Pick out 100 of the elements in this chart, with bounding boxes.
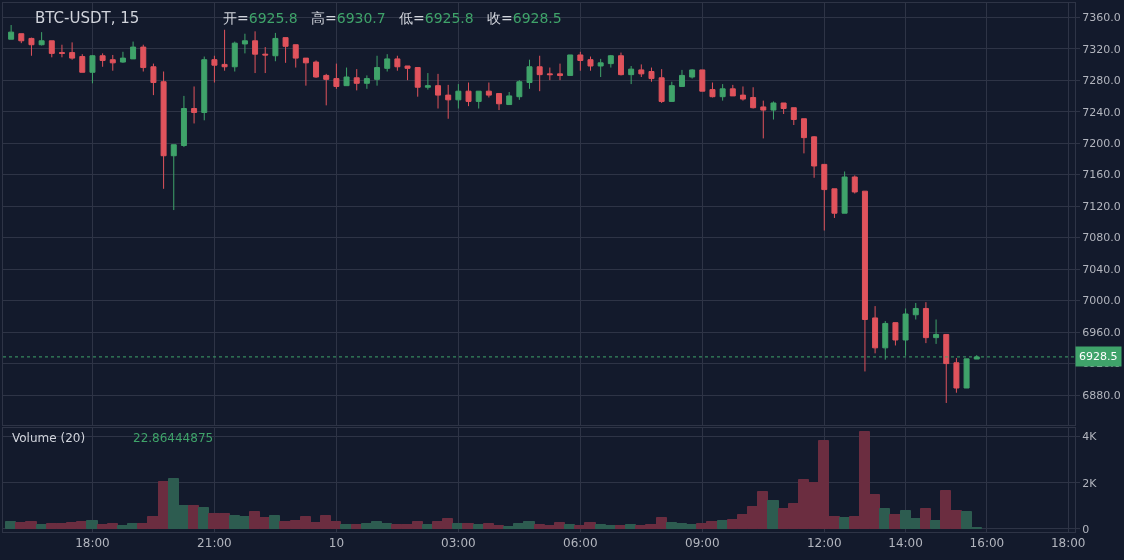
candlestick bbox=[252, 30, 259, 74]
candlestick bbox=[770, 100, 777, 121]
candlestick bbox=[739, 85, 746, 102]
bar bbox=[188, 505, 199, 529]
candlestick bbox=[546, 67, 553, 81]
bar bbox=[920, 508, 931, 529]
candlestick bbox=[353, 68, 360, 91]
candlestick bbox=[99, 52, 106, 68]
y-tick-label: 2K bbox=[1082, 476, 1098, 490]
bar bbox=[422, 524, 433, 529]
candlestick bbox=[729, 84, 736, 97]
candlestick bbox=[374, 55, 381, 87]
candlestick bbox=[180, 95, 187, 148]
bar bbox=[269, 515, 280, 529]
candlestick bbox=[343, 67, 350, 87]
x-tick-label: 09:00 bbox=[685, 536, 720, 551]
candlestick bbox=[282, 37, 289, 64]
candlestick bbox=[922, 301, 929, 344]
ref-line-label: 6928.5 bbox=[1079, 350, 1118, 363]
candlestick bbox=[262, 46, 269, 74]
candlestick bbox=[150, 63, 157, 96]
candlestick bbox=[435, 73, 442, 109]
candlestick bbox=[119, 51, 126, 64]
candlestick bbox=[831, 188, 838, 219]
y-tick-label: 7080.0 bbox=[1082, 231, 1121, 245]
y-tick-label: 7240.0 bbox=[1082, 105, 1121, 119]
candlestick bbox=[516, 79, 523, 101]
candlestick bbox=[750, 86, 757, 109]
candlestick bbox=[800, 118, 807, 154]
bar bbox=[5, 521, 16, 529]
candlestick bbox=[201, 56, 208, 121]
bar bbox=[767, 500, 779, 529]
y-tick-label: 7360.0 bbox=[1082, 11, 1121, 25]
candlestick bbox=[658, 68, 665, 104]
candlestick bbox=[69, 41, 76, 61]
candlestick bbox=[953, 357, 960, 394]
candlestick bbox=[170, 144, 177, 211]
y-tick-label: 7040.0 bbox=[1082, 262, 1121, 276]
bar bbox=[879, 508, 890, 529]
x-tick-label: 21:00 bbox=[197, 536, 232, 551]
candlestick bbox=[496, 93, 503, 111]
y-tick-label: 7000.0 bbox=[1082, 294, 1121, 308]
candlestick bbox=[465, 82, 472, 107]
bar bbox=[86, 520, 98, 529]
candlestick bbox=[38, 31, 45, 47]
x-tick-label: 06:00 bbox=[563, 536, 598, 551]
candlestick bbox=[8, 24, 15, 40]
candlestick bbox=[475, 90, 482, 109]
candlestick bbox=[485, 82, 492, 98]
candlestick bbox=[109, 54, 116, 72]
candlestick bbox=[333, 63, 340, 90]
bar bbox=[473, 524, 484, 529]
candlestick bbox=[933, 319, 940, 345]
candlestick bbox=[851, 174, 858, 195]
annotation: 高=6930.7 bbox=[311, 10, 386, 26]
candlestick bbox=[638, 63, 645, 78]
x-tick-label: 18:00 bbox=[75, 536, 110, 551]
x-tick-label: 12:00 bbox=[806, 536, 842, 551]
candlestick bbox=[811, 135, 818, 179]
candlestick bbox=[394, 55, 401, 72]
bar bbox=[351, 524, 362, 529]
candlestick bbox=[892, 322, 899, 346]
candlestick bbox=[526, 59, 533, 90]
annotation: 收=6928.5 bbox=[487, 10, 562, 26]
y-tick-label: 0 bbox=[1082, 522, 1090, 536]
candlestick bbox=[607, 54, 614, 69]
bar bbox=[564, 524, 575, 529]
candlestick bbox=[231, 41, 238, 72]
text: BTC-USDT, 15 bbox=[35, 9, 140, 27]
candlestick bbox=[699, 69, 706, 92]
bar bbox=[452, 523, 463, 529]
y-tick-label: 7160.0 bbox=[1082, 168, 1121, 182]
bar bbox=[36, 524, 47, 529]
candlestick bbox=[821, 163, 828, 232]
candlestick bbox=[678, 69, 685, 87]
candlestick bbox=[79, 53, 86, 73]
y-tick-label: 7120.0 bbox=[1082, 199, 1121, 213]
candlestick bbox=[943, 333, 950, 404]
annotation: 低=6925.8 bbox=[399, 10, 474, 26]
bar bbox=[717, 520, 728, 529]
candlestick bbox=[445, 84, 452, 120]
candlestick bbox=[628, 65, 635, 85]
y-tick-label: 7320.0 bbox=[1082, 42, 1121, 56]
bar bbox=[889, 514, 901, 529]
candlestick bbox=[211, 55, 218, 84]
candlestick bbox=[455, 83, 462, 109]
x-tick-label: 10 bbox=[328, 536, 345, 551]
candlestick bbox=[536, 55, 543, 92]
x-tick-label: 16:00 bbox=[969, 536, 1005, 551]
candlestick bbox=[760, 100, 767, 139]
candlestick bbox=[18, 33, 25, 44]
x-tick-label: 18:00 bbox=[1050, 536, 1086, 551]
candlestick bbox=[160, 71, 167, 190]
candlestick bbox=[557, 63, 563, 81]
candlestick bbox=[140, 44, 147, 72]
x-tick-label: 03:00 bbox=[441, 536, 476, 551]
candlestick bbox=[780, 102, 787, 115]
bar bbox=[340, 524, 352, 529]
candlestick bbox=[689, 68, 696, 80]
candlestick bbox=[648, 67, 655, 83]
